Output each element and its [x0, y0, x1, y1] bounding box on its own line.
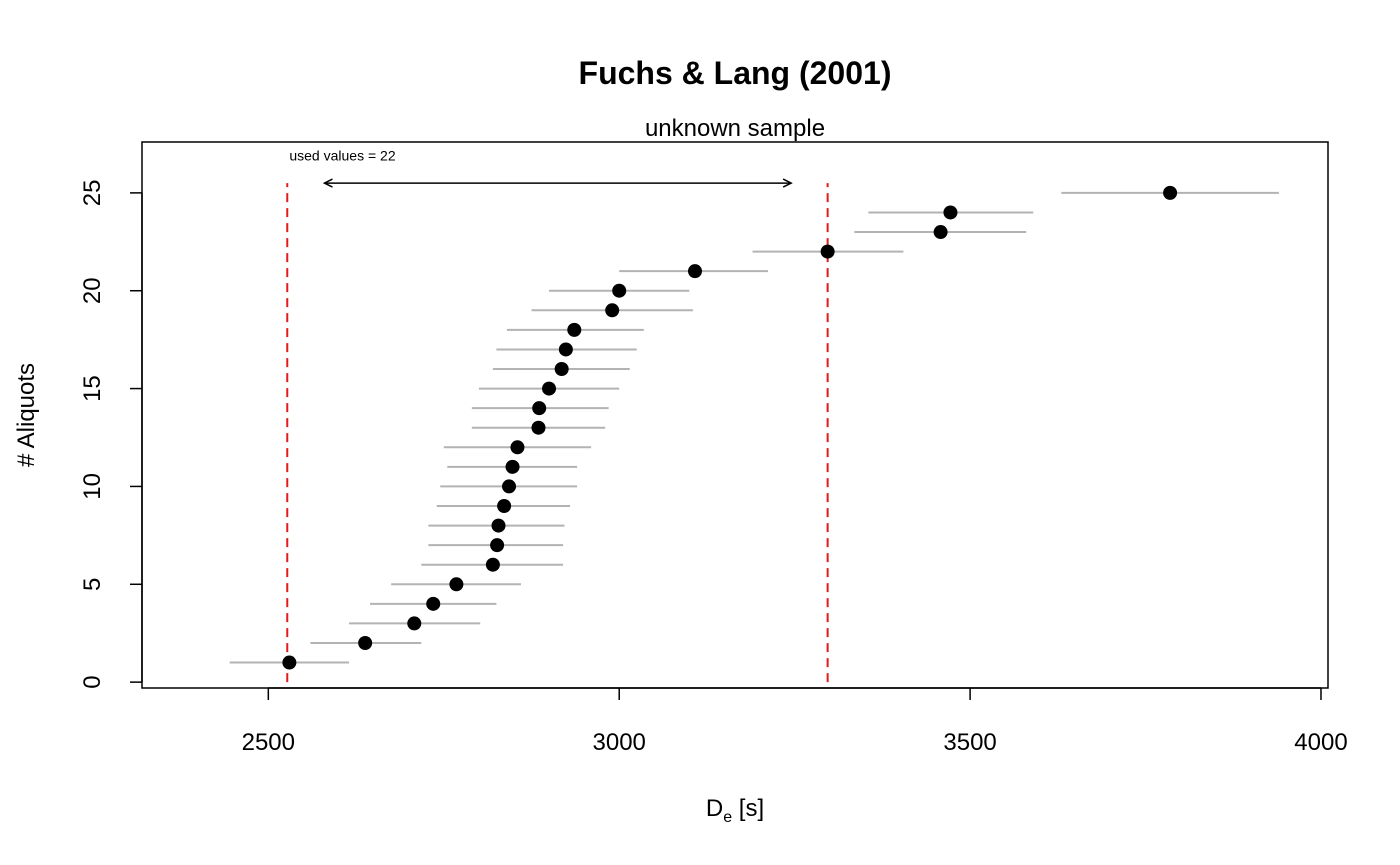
data-point: [554, 362, 569, 377]
data-point: [531, 420, 546, 435]
arrow-head-right: [782, 178, 793, 188]
data-point: [612, 283, 627, 298]
data-point: [505, 459, 520, 474]
data-point: [426, 596, 441, 611]
x-tick-label: 2500: [242, 729, 295, 756]
x-tick-label: 3500: [943, 729, 996, 756]
x-tick-label: 4000: [1294, 729, 1347, 756]
y-tick-label: 5: [79, 578, 106, 591]
data-point: [497, 499, 512, 513]
chart-title: Fuchs & Lang (2001): [579, 55, 892, 91]
y-axis-label: # Aliquots: [13, 363, 40, 467]
data-point: [605, 303, 620, 318]
y-tick-label: 20: [79, 277, 106, 304]
data-point: [502, 479, 517, 494]
data-point: [567, 322, 582, 337]
data-point: [358, 635, 373, 650]
annotation-group: used values = 22: [289, 148, 793, 188]
data-point: [490, 538, 505, 553]
data-point: [532, 401, 547, 416]
error-bars: [229, 191, 1279, 664]
data-point: [407, 616, 422, 631]
data-point: [943, 205, 958, 220]
y-axis: 0 5 10 15 20 25: [79, 180, 143, 689]
y-tick-label: 25: [79, 180, 106, 207]
data-points: [282, 185, 1178, 670]
data-point: [491, 518, 506, 533]
arrow-head-left: [322, 178, 333, 188]
x-axis: 2500 3000 3500 4000: [242, 687, 1348, 756]
y-tick-label: 10: [79, 473, 106, 500]
data-point: [485, 557, 500, 572]
data-point: [449, 577, 464, 592]
data-point: [1163, 185, 1178, 200]
x-tick-label: 3000: [593, 729, 646, 756]
data-point: [820, 244, 835, 259]
data-point: [558, 342, 573, 357]
x-axis-label: De [s]: [706, 795, 764, 826]
threshold-lines: [286, 183, 829, 683]
data-point: [282, 655, 297, 670]
y-tick-label: 0: [79, 675, 106, 688]
data-point: [542, 381, 557, 396]
data-point: [687, 264, 702, 279]
chart-subtitle: unknown sample: [645, 115, 825, 142]
data-point: [510, 440, 525, 455]
plot-frame: [141, 141, 1329, 689]
used-values-annotation: used values = 22: [289, 148, 395, 164]
y-tick-label: 15: [79, 375, 106, 402]
data-point: [933, 225, 948, 240]
